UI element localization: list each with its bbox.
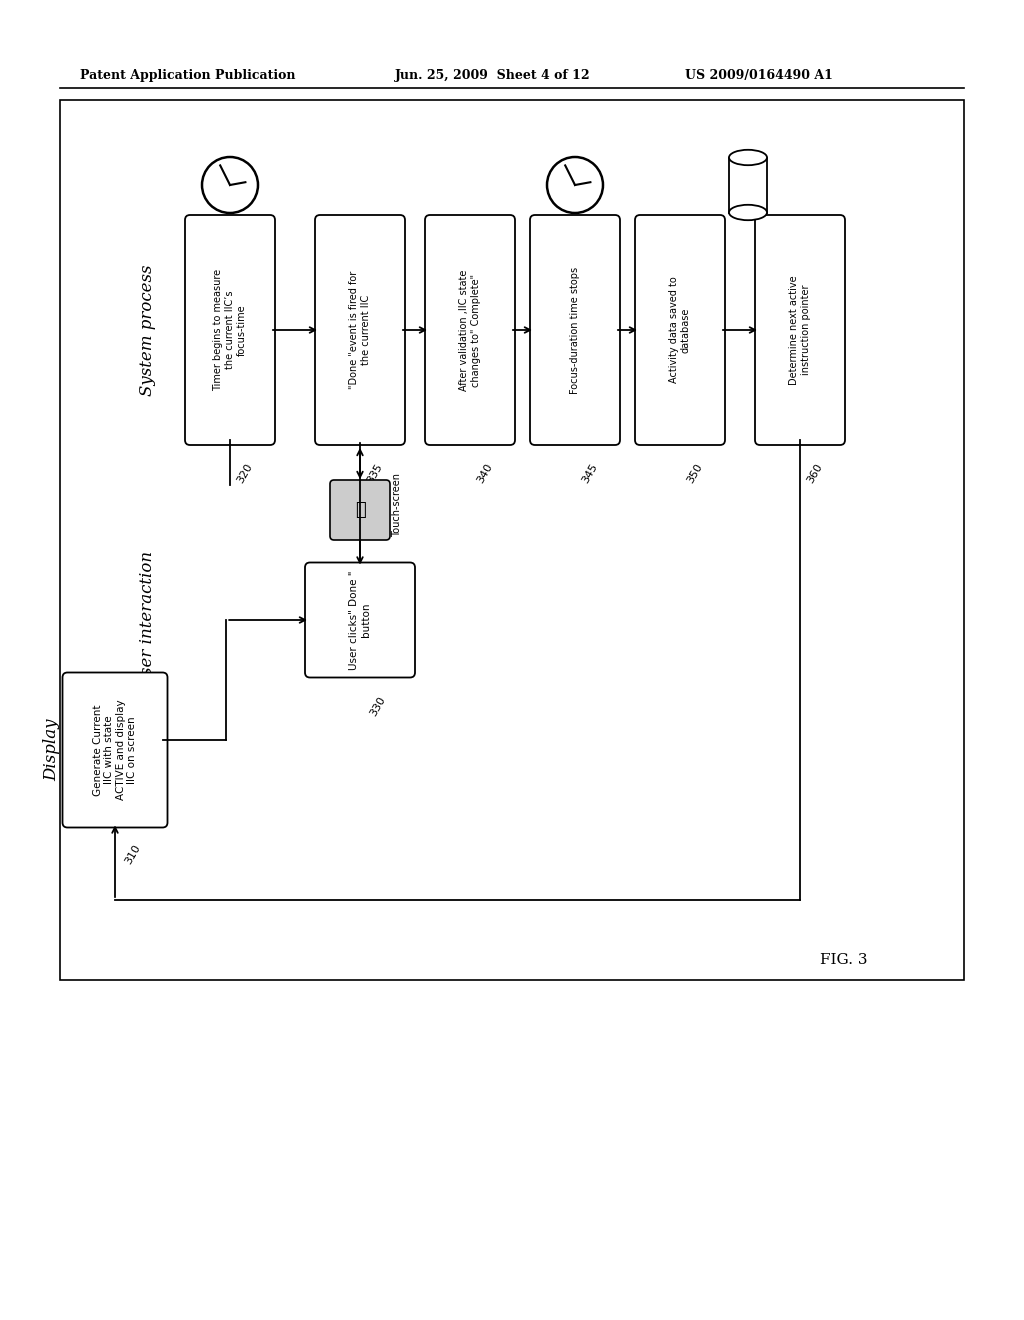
Text: After validation ,IIC state
changes to" Complete": After validation ,IIC state changes to" … bbox=[459, 269, 481, 391]
Text: US 2009/0164490 A1: US 2009/0164490 A1 bbox=[685, 69, 833, 82]
Ellipse shape bbox=[729, 149, 767, 165]
Text: Generate Current
IIC with state
ACTIVE and display
IIC on screen: Generate Current IIC with state ACTIVE a… bbox=[92, 700, 137, 800]
FancyBboxPatch shape bbox=[185, 215, 275, 445]
Text: ✋: ✋ bbox=[354, 502, 366, 519]
Text: "Done "event is fired for
the current IIC: "Done "event is fired for the current II… bbox=[349, 271, 371, 389]
Bar bbox=[60, 100, 964, 979]
Text: Determine next active
instruction pointer: Determine next active instruction pointe… bbox=[790, 275, 811, 385]
Text: Display: Display bbox=[43, 719, 60, 781]
FancyBboxPatch shape bbox=[62, 672, 168, 828]
Text: Touch-screen: Touch-screen bbox=[392, 473, 402, 537]
Text: 320: 320 bbox=[234, 462, 254, 486]
Ellipse shape bbox=[729, 205, 767, 220]
FancyBboxPatch shape bbox=[425, 215, 515, 445]
FancyBboxPatch shape bbox=[305, 562, 415, 677]
Text: 335: 335 bbox=[365, 462, 384, 486]
FancyBboxPatch shape bbox=[330, 480, 390, 540]
Text: Timer begins to measure
the current IIC’s
focus-time: Timer begins to measure the current IIC’… bbox=[213, 269, 247, 391]
Text: User interaction: User interaction bbox=[139, 550, 157, 689]
Text: 350: 350 bbox=[685, 462, 705, 486]
FancyBboxPatch shape bbox=[530, 215, 620, 445]
Text: FIG. 3: FIG. 3 bbox=[820, 953, 867, 968]
FancyBboxPatch shape bbox=[635, 215, 725, 445]
Text: 360: 360 bbox=[805, 462, 824, 486]
Text: Patent Application Publication: Patent Application Publication bbox=[80, 69, 296, 82]
Text: 340: 340 bbox=[475, 462, 495, 486]
Bar bbox=[729, 157, 767, 213]
Text: Focus-duration time stops: Focus-duration time stops bbox=[570, 267, 580, 393]
FancyBboxPatch shape bbox=[315, 215, 406, 445]
Text: 345: 345 bbox=[580, 462, 599, 486]
Text: Activity data saved to
database: Activity data saved to database bbox=[670, 277, 691, 383]
Text: Jun. 25, 2009  Sheet 4 of 12: Jun. 25, 2009 Sheet 4 of 12 bbox=[395, 69, 591, 82]
FancyBboxPatch shape bbox=[755, 215, 845, 445]
Text: 310: 310 bbox=[123, 842, 142, 866]
Text: User clicks" Done "
button: User clicks" Done " button bbox=[349, 570, 371, 669]
Text: 330: 330 bbox=[368, 694, 387, 718]
Text: System process: System process bbox=[139, 264, 157, 396]
